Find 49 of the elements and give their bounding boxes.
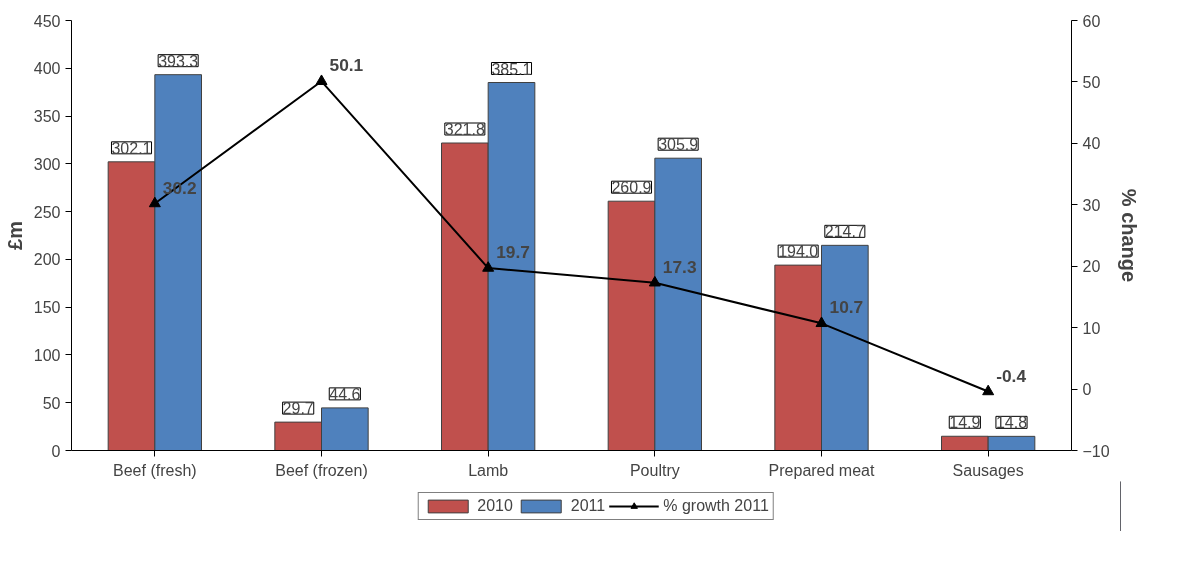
- point: [648, 275, 661, 287]
- data-label: 50.1: [329, 55, 364, 76]
- y-tick-label: 350: [33, 108, 61, 126]
- data-label: 44.6: [329, 385, 361, 403]
- y2-tick-label: 0: [1082, 381, 1092, 399]
- y2-tick-label: 20: [1082, 258, 1101, 276]
- data-label: 305.9: [658, 136, 699, 154]
- point: [815, 316, 828, 328]
- data-label: 29.7: [282, 400, 314, 418]
- y2-tick-label: −10: [1082, 442, 1110, 460]
- y-tick-label: 50: [42, 394, 61, 412]
- y2-axis-title: % change: [1117, 188, 1140, 283]
- point: [148, 196, 161, 208]
- data-label: 385.1: [491, 60, 532, 78]
- legend-label: 2010: [477, 497, 513, 515]
- y-axis-title: £m: [3, 221, 26, 250]
- data-label: 214.7: [824, 223, 865, 241]
- x-tick-label: Lamb: [468, 461, 509, 479]
- y-tick-label: 450: [33, 12, 61, 30]
- point: [482, 261, 495, 272]
- data-label: 10.7: [829, 297, 864, 318]
- point: [982, 384, 995, 396]
- x-tick-label: Sausages: [952, 461, 1024, 479]
- legend-label: 2011: [570, 497, 606, 515]
- data-label: -0.4: [996, 365, 1027, 386]
- y-tick-label: 100: [33, 346, 61, 364]
- data-label: 260.9: [611, 179, 652, 197]
- y2-tick-label: 50: [1082, 73, 1101, 91]
- y2-tick-label: 30: [1082, 196, 1101, 214]
- y-tick-label: 250: [33, 203, 61, 221]
- data-label: 17.3: [662, 256, 697, 277]
- y-tick-label: 150: [33, 299, 61, 317]
- x-tick-label: Beef (fresh): [113, 461, 197, 479]
- x-tick-label: Prepared meat: [768, 461, 875, 479]
- y-tick-label: 200: [33, 251, 61, 269]
- y-tick-label: 0: [51, 442, 61, 460]
- x-tick-label: Beef (frozen): [275, 461, 368, 479]
- y-tick-label: 400: [33, 60, 61, 78]
- y-tick-label: 300: [33, 155, 61, 173]
- point: [315, 74, 328, 85]
- y2-tick-label: 40: [1082, 135, 1101, 153]
- data-label: 393.3: [158, 52, 199, 70]
- data-label: 19.7: [496, 242, 530, 263]
- data-label: 302.1: [111, 139, 152, 157]
- data-label: 194.0: [778, 243, 819, 261]
- legend-label: % growth 2011: [663, 497, 769, 515]
- x-tick-label: Poultry: [629, 461, 680, 479]
- y2-tick-label: 10: [1082, 319, 1101, 337]
- y2-tick-label: 60: [1082, 12, 1101, 30]
